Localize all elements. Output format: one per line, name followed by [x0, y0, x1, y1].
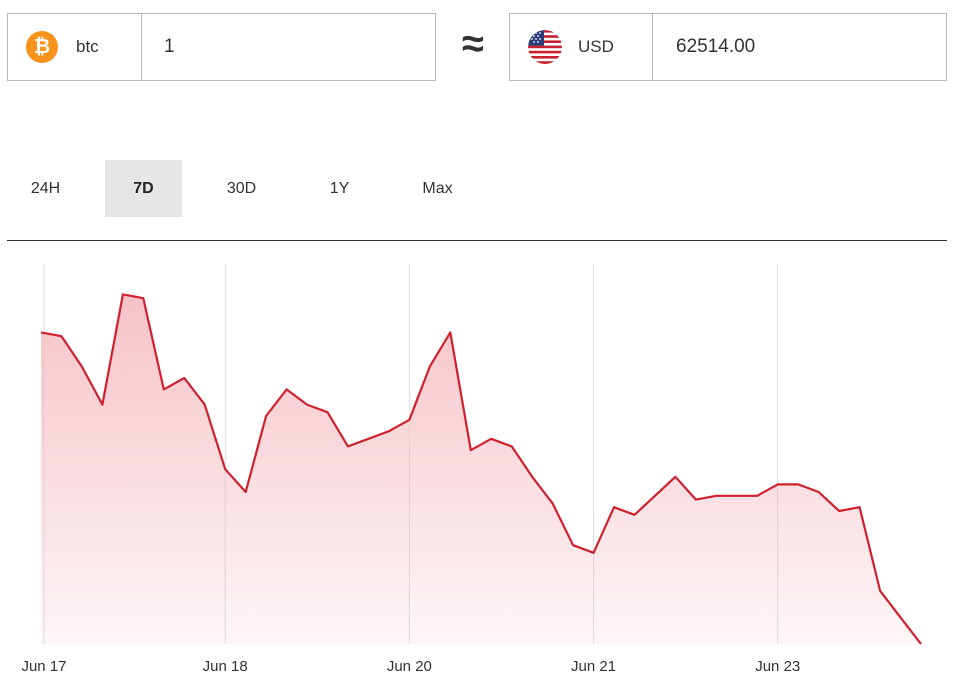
x-tick-label: Jun 21: [571, 658, 616, 675]
tab-24h[interactable]: 24H: [30, 179, 61, 197]
price-line: [40, 293, 922, 645]
from-amount-input[interactable]: 1: [164, 36, 175, 57]
x-tick-label: Jun 17: [21, 658, 66, 675]
tab-max[interactable]: Max: [422, 179, 453, 197]
time-range-tabs: 24H 7D 30D 1Y Max: [7, 160, 497, 217]
to-amount-input[interactable]: 62514.00: [676, 36, 756, 57]
x-tick-label: Jun 18: [203, 658, 248, 675]
bitcoin-icon: ₿: [26, 31, 58, 63]
us-flag-icon: [528, 30, 562, 64]
from-currency-selector[interactable]: ₿ btc: [8, 14, 142, 80]
tabs-divider: [7, 240, 947, 241]
approx-equal-icon: ≈: [462, 22, 484, 66]
to-currency-box: USD 62514.00: [509, 13, 947, 81]
from-currency-code: btc: [76, 37, 99, 56]
to-currency-code: USD: [578, 37, 614, 56]
price-area: [41, 294, 921, 644]
tab-7d[interactable]: 7D: [105, 160, 182, 217]
to-currency-selector[interactable]: USD: [510, 14, 653, 80]
currency-converter: ₿ btc 1 ≈: [0, 0, 960, 100]
x-tick-label: Jun 23: [755, 658, 800, 675]
from-currency-box: ₿ btc 1: [7, 13, 436, 81]
tab-1y[interactable]: 1Y: [329, 179, 350, 197]
tab-30d[interactable]: 30D: [226, 179, 257, 197]
x-tick-label: Jun 20: [387, 658, 432, 675]
price-chart: Jun 17 Jun 18 Jun 20 Jun 21 Jun 23: [21, 264, 922, 675]
